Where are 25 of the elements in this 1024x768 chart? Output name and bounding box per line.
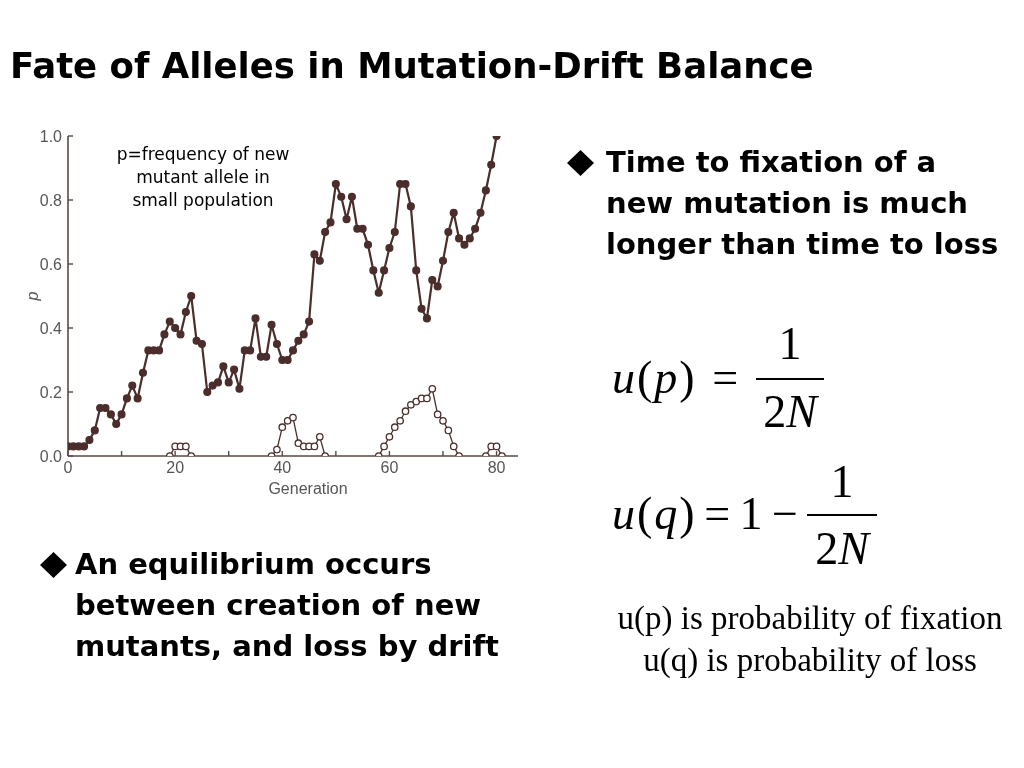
text: u(p) = [612,352,741,403]
y-tick-label: 0.4 [39,319,63,337]
y-tick-label: 0.6 [39,255,63,273]
x-tick-label: 20 [166,459,185,477]
y-tick-label: 0.2 [39,383,63,401]
y-tick-label: 1.0 [39,127,63,145]
text: u(p) is probability of fixation [616,600,1004,636]
y-tick-label: 0.0 [39,447,63,465]
text: 1 [830,456,854,507]
text: u(q) = 1 − [612,488,801,539]
annotation: p=frequency of new mutant allele in small population [115,143,291,212]
text: u(q) is probability of loss [642,642,978,678]
x-tick-label: 80 [487,459,506,477]
x-tick-label: 60 [380,459,399,477]
text: An equilibrium occurs between creation of new mutants, and loss by drift [75,546,499,665]
x-tick-label: 0 [63,459,73,477]
text: 1 [778,318,802,369]
text: 2N [763,386,817,437]
y-axis-title: p [23,291,41,302]
x-tick-label: 40 [273,459,292,477]
chart-title: Fate of Alleles in Mutation-Drift Balance [10,45,814,86]
x-axis-title: Generation [268,480,348,497]
text: Time to fixation of a new mutation is much longer than time to loss [606,144,999,263]
y-tick-label: 0.8 [39,191,63,209]
text: 2N [815,523,869,574]
